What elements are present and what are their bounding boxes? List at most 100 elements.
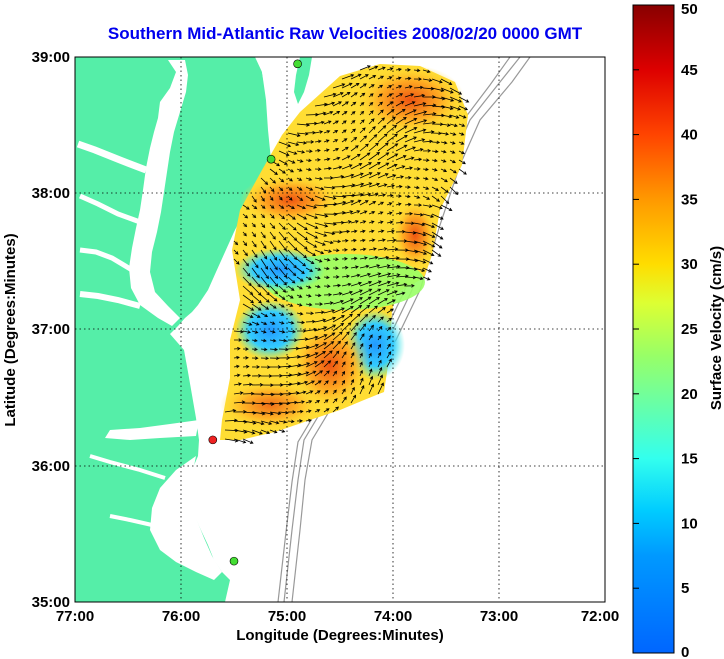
velocity-arrow	[422, 231, 436, 238]
velocity-arrow	[242, 356, 249, 360]
velocity-arrow	[305, 158, 312, 163]
colorbar-tick-label: 30	[681, 256, 698, 273]
velocity-arrow	[377, 183, 388, 188]
velocity-arrow	[377, 125, 387, 134]
velocity-arrow	[368, 334, 373, 341]
colorbar-tick-label: 40	[681, 127, 698, 144]
velocity-arrow	[251, 365, 261, 369]
velocity-arrow	[395, 67, 402, 72]
velocity-arrow	[260, 177, 269, 185]
velocity-arrow	[332, 322, 345, 332]
velocity-arrow	[260, 321, 268, 325]
velocity-arrow	[431, 213, 444, 220]
velocity-arrow	[368, 118, 375, 125]
velocity-arrow	[359, 127, 366, 134]
velocity-arrow	[359, 323, 367, 332]
velocity-arrow	[314, 390, 321, 395]
velocity-arrow	[314, 380, 322, 386]
velocity-arrow	[395, 202, 402, 206]
velocity-arrow	[422, 186, 430, 190]
velocity-arrow	[431, 222, 444, 230]
velocity-arrow	[350, 273, 361, 278]
velocity-arrow	[377, 173, 389, 179]
velocity-arrow	[260, 213, 266, 219]
velocity-arrow	[269, 240, 277, 251]
velocity-arrow	[287, 303, 294, 307]
colorbar-tick-label: 10	[681, 515, 698, 532]
velocity-arrow	[296, 390, 307, 395]
velocity-arrow	[368, 296, 380, 305]
velocity-arrow	[386, 290, 398, 296]
river	[76, 140, 148, 174]
velocity-arrow	[350, 265, 359, 269]
velocity-arrow	[242, 204, 250, 210]
velocity-arrow	[233, 391, 244, 395]
velocity-arrow	[458, 141, 465, 145]
velocity-arrow	[323, 324, 337, 332]
velocity-arrow	[404, 68, 411, 72]
velocity-arrow	[278, 338, 288, 343]
velocity-arrow	[305, 177, 313, 181]
velocity-arrow	[458, 105, 469, 111]
velocity-arrow	[314, 302, 324, 306]
velocity-arrow	[233, 240, 239, 246]
velocity-arrow	[368, 368, 373, 377]
pamlico-sound	[150, 456, 222, 580]
velocity-arrow	[431, 204, 443, 210]
velocity-arrow	[386, 116, 396, 125]
velocity-arrow	[305, 149, 313, 153]
velocity-arrow	[242, 438, 254, 444]
velocity-arrow	[323, 120, 332, 125]
velocity-arrow	[359, 369, 363, 377]
velocity-arrow	[314, 176, 323, 181]
velocity-arrow	[260, 338, 267, 343]
velocity-arrow	[323, 341, 335, 350]
velocity-arrow	[341, 200, 355, 206]
velocity-arrow	[431, 231, 444, 240]
velocity-arrow	[251, 294, 262, 304]
velocity-arrow	[296, 276, 304, 282]
velocity-arrow	[332, 248, 340, 253]
velocity-arrow	[431, 195, 440, 202]
velocity-arrow	[449, 168, 457, 174]
velocity-arrow	[341, 164, 353, 170]
velocity-arrow	[323, 249, 333, 253]
radar-site-marker	[293, 59, 302, 69]
velocity-arrow	[413, 85, 424, 90]
colorbar-ramp	[632, 4, 675, 654]
velocity-arrow	[305, 213, 319, 219]
velocity-arrow	[359, 361, 363, 368]
velocity-arrow	[413, 157, 423, 162]
velocity-arrow	[341, 396, 347, 404]
velocity-arrow	[350, 297, 363, 305]
velocity-arrow	[359, 143, 369, 152]
velocity-arrow	[413, 148, 424, 152]
velocity-arrow	[296, 159, 304, 163]
velocity-arrow	[251, 347, 258, 352]
velocity-arrow	[260, 240, 267, 250]
velocity-arrow	[395, 85, 403, 89]
velocity-arrow	[377, 66, 386, 71]
velocity-arrow	[305, 400, 313, 404]
velocity-arrow	[296, 267, 305, 274]
land-mass	[294, 57, 312, 104]
velocity-arrow	[305, 380, 315, 386]
velocity-arrow	[422, 195, 431, 200]
velocity-patch	[235, 300, 305, 360]
velocity-arrow	[377, 359, 382, 368]
velocity-arrow	[413, 240, 428, 246]
velocity-arrow	[251, 420, 265, 426]
velocity-arrow	[332, 139, 339, 143]
velocity-arrow	[377, 93, 383, 98]
velocity-arrow	[305, 335, 319, 341]
velocity-arrow	[269, 177, 276, 184]
velocity-arrow	[323, 92, 337, 98]
velocity-arrow	[377, 343, 381, 350]
velocity-arrow	[305, 361, 318, 368]
velocity-field	[220, 64, 470, 444]
velocity-arrow	[242, 338, 250, 343]
velocity-arrow	[287, 213, 296, 220]
velocity-arrow	[269, 267, 279, 280]
velocity-arrow	[359, 83, 367, 89]
velocity-arrow	[422, 78, 433, 82]
